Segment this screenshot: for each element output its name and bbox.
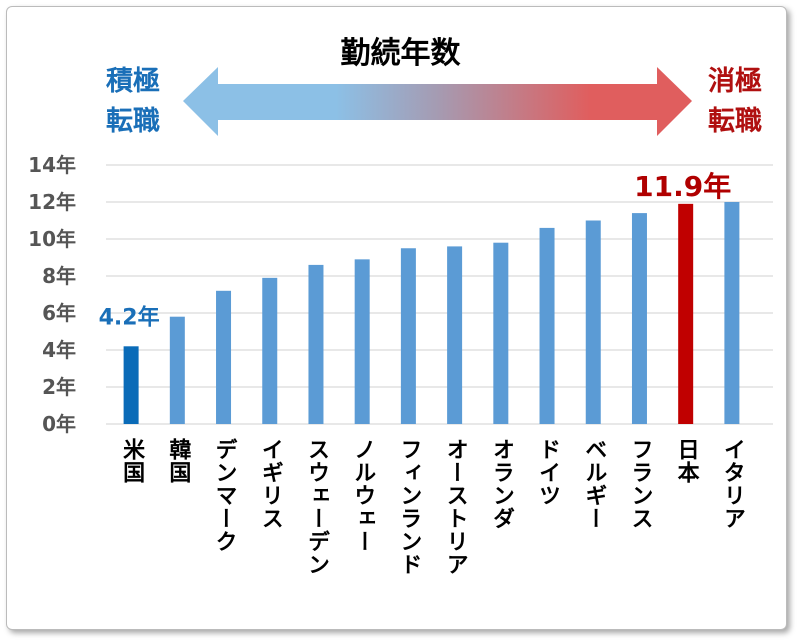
bar-10 <box>585 220 601 424</box>
data-label: 4.2年 <box>99 304 160 330</box>
category-label: スウェーデン <box>303 438 329 576</box>
category-label: ノルウェー <box>350 438 376 553</box>
category-label: 米国 <box>119 438 145 484</box>
category-label: オランダ <box>488 438 514 530</box>
bar-12 <box>678 203 694 424</box>
y-tick-label: 6年 <box>42 301 76 325</box>
right-label-line: 消極 <box>708 66 762 97</box>
bar-6 <box>400 248 416 424</box>
y-tick-label: 14年 <box>28 153 76 177</box>
y-tick-label: 2年 <box>42 375 76 399</box>
y-tick-label: 8年 <box>42 264 76 288</box>
chart-title: 勤続年数 <box>340 36 461 71</box>
left-label-line: 積極 <box>106 66 160 97</box>
category-label: 日本 <box>673 438 699 484</box>
right-label-line: 転職 <box>708 106 762 137</box>
category-label: ベルギー <box>581 438 607 530</box>
category-label: ドイツ <box>535 438 561 507</box>
bar-0 <box>123 346 139 424</box>
category-label: フランス <box>627 438 653 530</box>
left-label-line: 転職 <box>106 106 160 137</box>
bar-2 <box>216 290 232 424</box>
bar-5 <box>354 259 370 424</box>
category-label: デンマーク <box>211 438 237 553</box>
bar-1 <box>169 316 185 424</box>
active-job-change-label: 積極 転職 <box>103 62 163 142</box>
bar-11 <box>631 213 647 424</box>
bar-3 <box>262 277 278 424</box>
category-label: 韓国 <box>165 438 191 484</box>
bar-13 <box>724 202 740 424</box>
data-label: 11.9年 <box>634 170 731 203</box>
bar-7 <box>447 246 463 424</box>
bar-4 <box>308 264 324 424</box>
bar-8 <box>493 242 509 424</box>
y-tick-label: 4年 <box>42 338 76 362</box>
y-tick-label: 0年 <box>42 412 76 436</box>
passive-job-change-label: 消極 転職 <box>705 62 765 142</box>
y-tick-label: 12年 <box>28 190 76 214</box>
category-label: オーストリア <box>442 438 468 576</box>
category-label: イギリス <box>257 438 283 530</box>
category-label: フィンランド <box>396 438 422 576</box>
double-arrow-icon <box>183 67 692 136</box>
category-label: イタリア <box>719 438 745 530</box>
y-tick-label: 10年 <box>28 227 76 251</box>
bar-9 <box>539 227 555 424</box>
